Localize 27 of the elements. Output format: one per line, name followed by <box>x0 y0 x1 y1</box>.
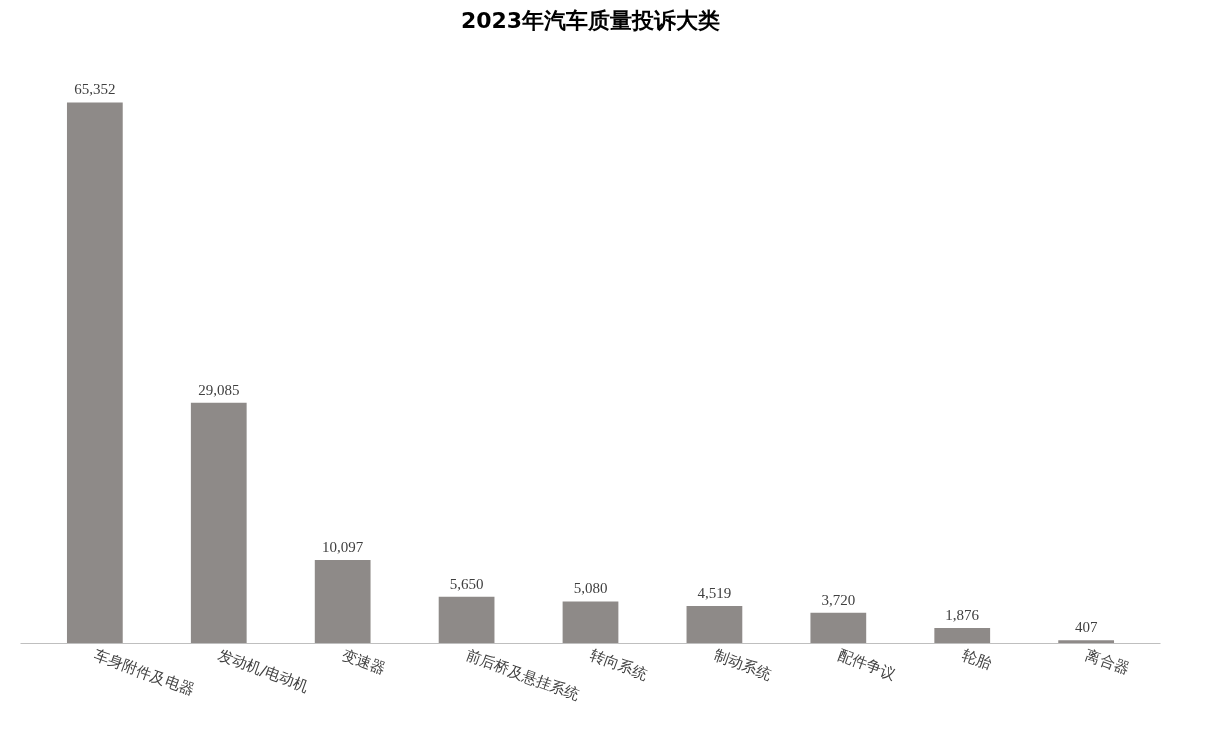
x-tick-label: 轮胎 <box>959 646 994 674</box>
data-label: 4,519 <box>697 585 732 602</box>
bar <box>934 627 991 644</box>
bar <box>190 402 247 644</box>
x-tick-label: 车身附件及电器 <box>91 646 197 699</box>
data-label: 5,650 <box>449 575 484 592</box>
bar <box>314 559 371 644</box>
data-label: 407 <box>1074 619 1098 636</box>
data-label: 1,876 <box>945 606 980 623</box>
bar <box>66 102 123 644</box>
bar <box>810 612 867 644</box>
x-tick-label: 配件争议 <box>835 646 898 684</box>
x-tick-label: 变速器 <box>339 646 389 679</box>
data-label: 10,097 <box>322 538 364 555</box>
bar <box>438 596 495 644</box>
x-tick-label: 离合器 <box>1083 646 1132 679</box>
x-tick-label: 转向系统 <box>587 646 650 684</box>
bar <box>686 606 743 644</box>
data-label: 29,085 <box>198 381 240 398</box>
x-tick-label: 制动系统 <box>711 646 774 684</box>
data-label: 65,352 <box>74 81 116 98</box>
x-tick-label: 发动机/电动机 <box>215 646 312 696</box>
x-tick-label: 前后桥及悬挂系统 <box>463 646 583 705</box>
bar <box>562 601 619 644</box>
data-label: 3,720 <box>821 591 856 608</box>
chart-title: 2023年汽车质量投诉大类 <box>460 7 721 33</box>
data-label: 5,080 <box>573 580 608 597</box>
